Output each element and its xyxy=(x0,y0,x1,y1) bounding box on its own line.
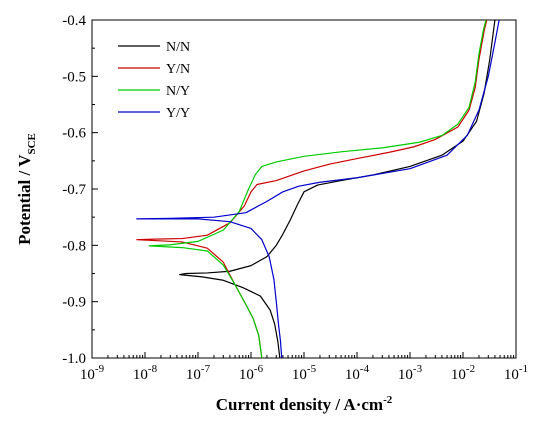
y-axis-title: Potential / VSCE xyxy=(15,133,38,245)
series-layer xyxy=(136,20,500,358)
x-tick-label: 10-7 xyxy=(186,363,211,383)
legend: N/N Y/N N/Y Y/Y xyxy=(118,40,190,121)
series-line-2 xyxy=(136,20,488,358)
y-tick-label: -0.9 xyxy=(62,295,86,311)
series-line-3 xyxy=(148,20,487,358)
x-tick-label: 10-1 xyxy=(504,363,528,383)
y-tick-label: -0.5 xyxy=(62,69,86,85)
y-tick-label: -0.4 xyxy=(62,13,86,29)
x-tick-label: 10-8 xyxy=(133,363,158,383)
x-tick-label: 10-9 xyxy=(80,363,105,383)
y-tick-label: -0.8 xyxy=(62,238,86,254)
x-tick-label: 10-3 xyxy=(398,363,423,383)
series-line-1 xyxy=(179,20,496,358)
x-tick-label: 10-4 xyxy=(345,363,370,383)
x-tick-label: 10-5 xyxy=(292,363,317,383)
legend-label: Y/Y xyxy=(166,106,190,121)
legend-label: N/N xyxy=(166,40,190,55)
y-tick-label: -0.6 xyxy=(62,126,86,142)
legend-label: N/Y xyxy=(166,84,190,99)
x-tick-label: 10-2 xyxy=(451,363,475,383)
x-axis: 10-9 10-8 10-7 10-6 10-5 10-4 10-3 10-2 10-1 xyxy=(80,352,528,383)
x-axis-title: Current density / A·cm-2 xyxy=(216,394,393,414)
y-axis: -1.0 -0.9 -0.8 -0.7 -0.6 -0.5 -0.4 xyxy=(62,13,98,367)
y-tick-label: -1.0 xyxy=(62,351,86,367)
legend-label: Y/N xyxy=(166,62,190,77)
series-line-4 xyxy=(136,20,500,358)
x-tick-label: 10-6 xyxy=(239,363,264,383)
y-tick-label: -0.7 xyxy=(62,182,86,198)
plot-frame xyxy=(91,19,517,359)
